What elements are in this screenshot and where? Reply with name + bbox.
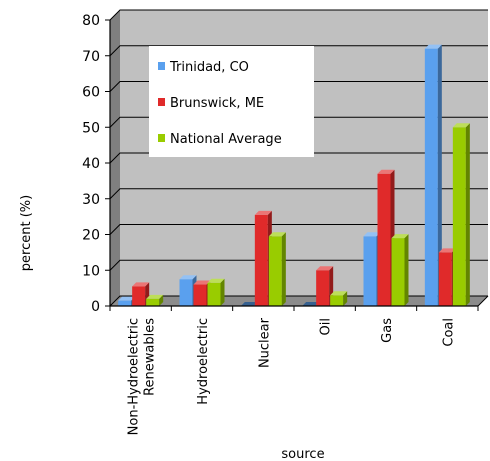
gridlines — [109, 9, 488, 307]
gridline — [109, 9, 488, 21]
gridline — [109, 224, 488, 235]
x-axis-label: source — [281, 447, 324, 461]
bar-top — [193, 280, 211, 285]
bar-front — [193, 284, 207, 306]
bar-top — [452, 123, 470, 128]
y-tick-label: 10 — [82, 263, 100, 279]
bar-top — [316, 266, 334, 271]
y-tick-label: 20 — [82, 228, 100, 244]
y-tick-label: 70 — [82, 49, 100, 65]
bar — [391, 234, 409, 306]
legend-label: Trinidad, CO — [169, 60, 249, 75]
bar-top — [302, 302, 320, 306]
gridline — [109, 45, 488, 57]
bar-side — [437, 44, 442, 306]
bar-side — [159, 294, 164, 306]
legend-swatch — [158, 62, 165, 70]
bar — [146, 294, 164, 306]
bar-top — [363, 232, 381, 237]
legend-box — [149, 46, 314, 157]
bar-top — [254, 210, 272, 215]
floor-edge — [477, 295, 489, 307]
bar-top — [207, 278, 225, 283]
bar-side — [404, 234, 409, 306]
x-tick-label: Non-Hydroelectric — [127, 318, 142, 435]
bar-top — [377, 169, 395, 174]
x-tick-label: Hydroelectric — [196, 318, 211, 405]
x-tick-label: Gas — [380, 318, 395, 343]
bar-top — [330, 291, 348, 296]
y-tick-label: 40 — [82, 156, 100, 172]
gridline — [109, 188, 488, 200]
bar — [268, 232, 286, 306]
y-tick-label: 60 — [82, 85, 100, 101]
bar-top — [146, 294, 164, 299]
bar-side — [281, 232, 286, 306]
bar — [424, 44, 442, 306]
bar — [207, 278, 225, 306]
legend-label: National Average — [170, 132, 282, 147]
bars — [118, 44, 470, 306]
gridline — [109, 116, 488, 128]
y-tick-label: 30 — [82, 192, 100, 208]
bar-top — [179, 275, 197, 280]
bar — [330, 291, 348, 306]
bar-top — [391, 234, 409, 239]
bar-side — [343, 291, 348, 306]
bar-front — [452, 127, 466, 306]
bar-front — [438, 252, 452, 306]
bar-front — [424, 48, 438, 306]
x-tick-label: Oil — [319, 318, 334, 335]
bar-top — [118, 296, 136, 301]
bar-front — [268, 236, 282, 306]
bar-front — [330, 295, 344, 306]
bar-front — [179, 279, 193, 306]
legend: Trinidad, CO Brunswick, ME National Averag… — [149, 46, 314, 157]
legend-swatch — [158, 98, 165, 106]
bar-top — [438, 248, 456, 253]
bar — [302, 302, 320, 306]
y-tick-labels: 0 10 20 30 40 50 60 70 80 — [82, 13, 100, 315]
bar-top — [268, 232, 286, 237]
bar-front — [207, 282, 221, 306]
gridline — [109, 152, 488, 164]
legend-swatch — [158, 134, 165, 142]
y-tick-label: 0 — [91, 299, 100, 315]
legend-label: Brunswick, ME — [170, 96, 264, 111]
bar-side — [220, 278, 225, 306]
gridline — [109, 81, 488, 92]
y-tick-label: 80 — [82, 13, 100, 29]
y-axis-label: percent (%) — [19, 195, 34, 271]
x-tick-label: Coal — [441, 318, 456, 347]
x-tick-labels: Non-Hydroelectric Renewables Hydroelectric… — [127, 317, 457, 435]
bar-front — [118, 300, 132, 306]
bar-top — [132, 282, 150, 287]
x-tick-label: Nuclear — [257, 317, 272, 368]
bar-front — [363, 236, 377, 306]
bar-front — [377, 173, 391, 306]
bar — [240, 302, 258, 306]
bar-side — [465, 123, 470, 306]
bar-top — [424, 44, 442, 49]
bar — [452, 123, 470, 306]
y-tick-label: 50 — [82, 120, 100, 136]
bar-front — [146, 298, 160, 306]
bar-front — [391, 238, 405, 306]
bar-front — [132, 286, 146, 306]
x-tick-label: Renewables — [143, 318, 158, 396]
bar-front — [254, 214, 268, 306]
bar-front — [316, 270, 330, 306]
axes — [105, 19, 489, 311]
bar-top — [240, 302, 258, 306]
